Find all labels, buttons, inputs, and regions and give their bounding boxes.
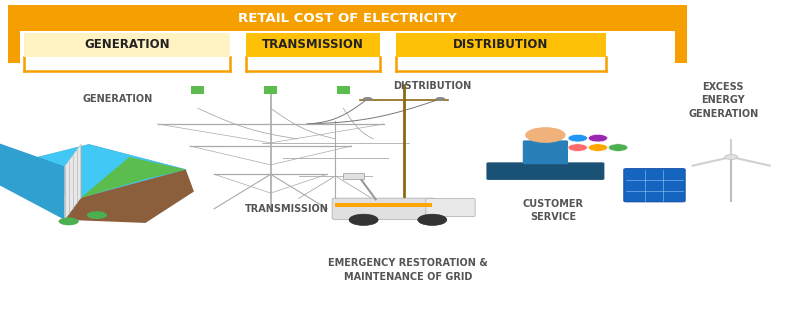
Text: EXCESS
ENERGY
GENERATION: EXCESS ENERGY GENERATION — [688, 82, 758, 119]
Circle shape — [725, 154, 738, 160]
Bar — [264, 86, 277, 94]
Polygon shape — [81, 157, 186, 198]
FancyBboxPatch shape — [486, 162, 604, 180]
Circle shape — [349, 214, 378, 225]
Bar — [246, 33, 380, 57]
Bar — [191, 86, 204, 94]
Circle shape — [568, 144, 587, 151]
FancyBboxPatch shape — [523, 140, 568, 164]
Text: EMERGENCY RESTORATION &
MAINTENANCE OF GRID: EMERGENCY RESTORATION & MAINTENANCE OF G… — [328, 258, 488, 282]
Text: TRANSMISSION: TRANSMISSION — [245, 204, 329, 214]
Ellipse shape — [87, 211, 107, 219]
Circle shape — [418, 214, 447, 225]
Circle shape — [525, 127, 566, 143]
Circle shape — [588, 144, 608, 151]
Bar — [396, 33, 606, 57]
Circle shape — [363, 97, 372, 101]
Polygon shape — [0, 135, 65, 220]
Circle shape — [568, 134, 587, 142]
Circle shape — [588, 134, 608, 142]
Bar — [24, 33, 230, 57]
Text: TRANSMISSION: TRANSMISSION — [262, 38, 364, 51]
Text: CUSTOMER
SERVICE: CUSTOMER SERVICE — [523, 199, 584, 222]
Circle shape — [436, 97, 445, 101]
Bar — [337, 86, 350, 94]
Bar — [20, 31, 675, 63]
Bar — [343, 173, 364, 179]
Polygon shape — [65, 170, 194, 223]
Text: DISTRIBUTION: DISTRIBUTION — [393, 81, 471, 91]
Polygon shape — [0, 144, 186, 198]
Polygon shape — [65, 144, 81, 220]
FancyBboxPatch shape — [426, 198, 475, 217]
FancyBboxPatch shape — [624, 169, 685, 202]
Text: DISTRIBUTION: DISTRIBUTION — [453, 38, 549, 51]
Ellipse shape — [59, 217, 79, 225]
Bar — [8, 5, 687, 63]
Circle shape — [608, 144, 628, 151]
Text: GENERATION: GENERATION — [85, 38, 170, 51]
Text: RETAIL COST OF ELECTRICITY: RETAIL COST OF ELECTRICITY — [238, 12, 457, 25]
Text: GENERATION: GENERATION — [82, 94, 152, 104]
Bar — [335, 203, 432, 207]
FancyBboxPatch shape — [332, 198, 436, 219]
